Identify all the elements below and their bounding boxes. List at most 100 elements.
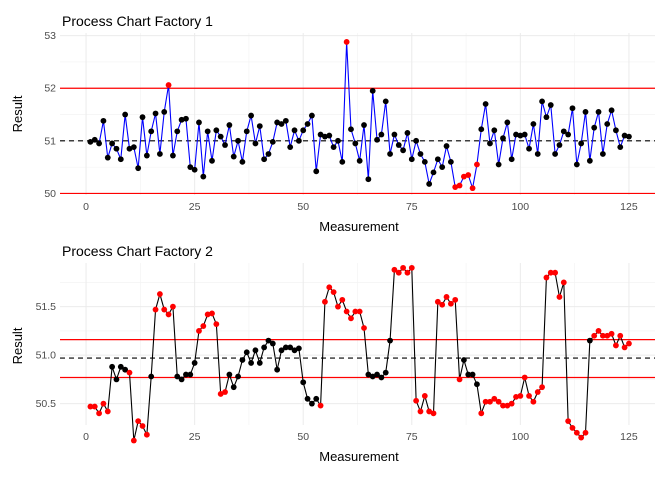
data-point-out-of-control [165, 311, 172, 318]
data-point [487, 140, 493, 147]
data-point-out-of-control [421, 392, 428, 399]
data-point-out-of-control [443, 294, 450, 300]
data-point [426, 181, 433, 187]
data-point-out-of-control [591, 332, 598, 339]
data-point-out-of-control [326, 284, 333, 291]
reference-lines-2 [60, 339, 655, 379]
data-point [235, 137, 241, 144]
data-point [100, 117, 107, 124]
reference-lines-1 [60, 87, 655, 195]
data-point-out-of-control [417, 408, 424, 415]
data-point [287, 344, 294, 351]
data-point [287, 144, 294, 151]
data-point-out-of-control [161, 306, 168, 313]
data-point [461, 357, 467, 363]
data-point-out-of-control [621, 344, 628, 351]
data-point [109, 140, 116, 147]
data-point [117, 156, 124, 163]
data-point [443, 143, 450, 149]
data-point-out-of-control [556, 294, 563, 300]
data-point-out-of-control [478, 410, 485, 417]
data-point [378, 374, 385, 381]
data-point-out-of-control [213, 321, 220, 328]
data-point [239, 357, 246, 363]
grid-1 [60, 33, 655, 195]
x-axis-title-2: Measurement [319, 449, 399, 464]
data-point-out-of-control [156, 291, 163, 297]
data-point [308, 112, 315, 119]
data-point [547, 102, 554, 108]
data-point [526, 145, 532, 152]
data-point-out-of-control [539, 384, 545, 391]
data-point [356, 157, 363, 164]
data-point-out-of-control [426, 408, 433, 415]
x-tick-label: 75 [406, 201, 418, 213]
y-tick-label: 51.5 [36, 301, 57, 313]
data-point [391, 131, 398, 138]
x-tick-label: 100 [512, 201, 530, 213]
data-point [599, 151, 606, 157]
data-point-out-of-control [613, 342, 619, 349]
data-point [304, 121, 311, 127]
data-point [265, 337, 272, 344]
data-point [495, 161, 502, 168]
data-point-out-of-control [209, 310, 215, 317]
data-point [187, 164, 194, 171]
data-point [148, 373, 155, 380]
data-point-out-of-control [487, 398, 493, 405]
data-point-out-of-control [452, 296, 459, 303]
data-point-out-of-control [343, 308, 350, 315]
data-point [469, 371, 476, 378]
data-point-out-of-control [339, 296, 346, 303]
data-point [222, 142, 228, 148]
data-point [582, 108, 589, 115]
data-point-out-of-control [456, 182, 463, 189]
data-point-out-of-control [165, 82, 172, 88]
x-axis-title-1: Measurement [319, 219, 399, 234]
data-point-out-of-control [617, 332, 624, 339]
data-point-out-of-control [348, 315, 354, 322]
y-tick-label: 50.5 [36, 398, 57, 410]
data-point-out-of-control [521, 374, 528, 381]
x-tick-label: 50 [297, 201, 309, 213]
data-point [408, 156, 415, 163]
data-point [330, 144, 337, 151]
data-point [300, 379, 307, 386]
data-point [256, 123, 263, 129]
data-point [530, 121, 537, 127]
tick-labels-2: 0 25 50 75 100 125 50.5 51.0 51.5 [36, 301, 638, 443]
data-point-out-of-control [469, 185, 476, 192]
data-point [282, 117, 289, 124]
data-point-out-of-control [439, 301, 446, 308]
x-tick-label: 75 [406, 431, 418, 443]
data-point [382, 369, 389, 376]
panel-factory-1: Process Chart Factory 1 Measurement Resu… [10, 13, 655, 234]
data-point-out-of-control [104, 408, 111, 415]
data-point-out-of-control [404, 269, 411, 276]
data-point-out-of-control [135, 418, 142, 425]
data-point [447, 158, 454, 165]
data-point [560, 128, 567, 135]
data-point [295, 345, 302, 352]
data-point-out-of-control [474, 161, 480, 168]
y-tick-label: 51.0 [36, 350, 57, 362]
data-point [335, 137, 341, 144]
data-point [313, 168, 320, 175]
data-point-out-of-control [491, 395, 498, 402]
data-point-out-of-control [361, 325, 367, 331]
data-point-out-of-control [170, 303, 176, 310]
data-point [543, 114, 550, 121]
data-point [304, 395, 311, 402]
data-point [213, 127, 220, 134]
data-point [230, 384, 237, 391]
data-point [261, 156, 268, 163]
data-point [139, 114, 146, 121]
data-point [504, 119, 511, 126]
data-point-out-of-control [434, 298, 441, 305]
data-point [500, 135, 506, 142]
data-point [248, 360, 254, 366]
data-point-out-of-control [400, 264, 407, 271]
data-point [239, 158, 246, 165]
data-point-out-of-control [526, 392, 532, 399]
data-point [482, 101, 489, 107]
